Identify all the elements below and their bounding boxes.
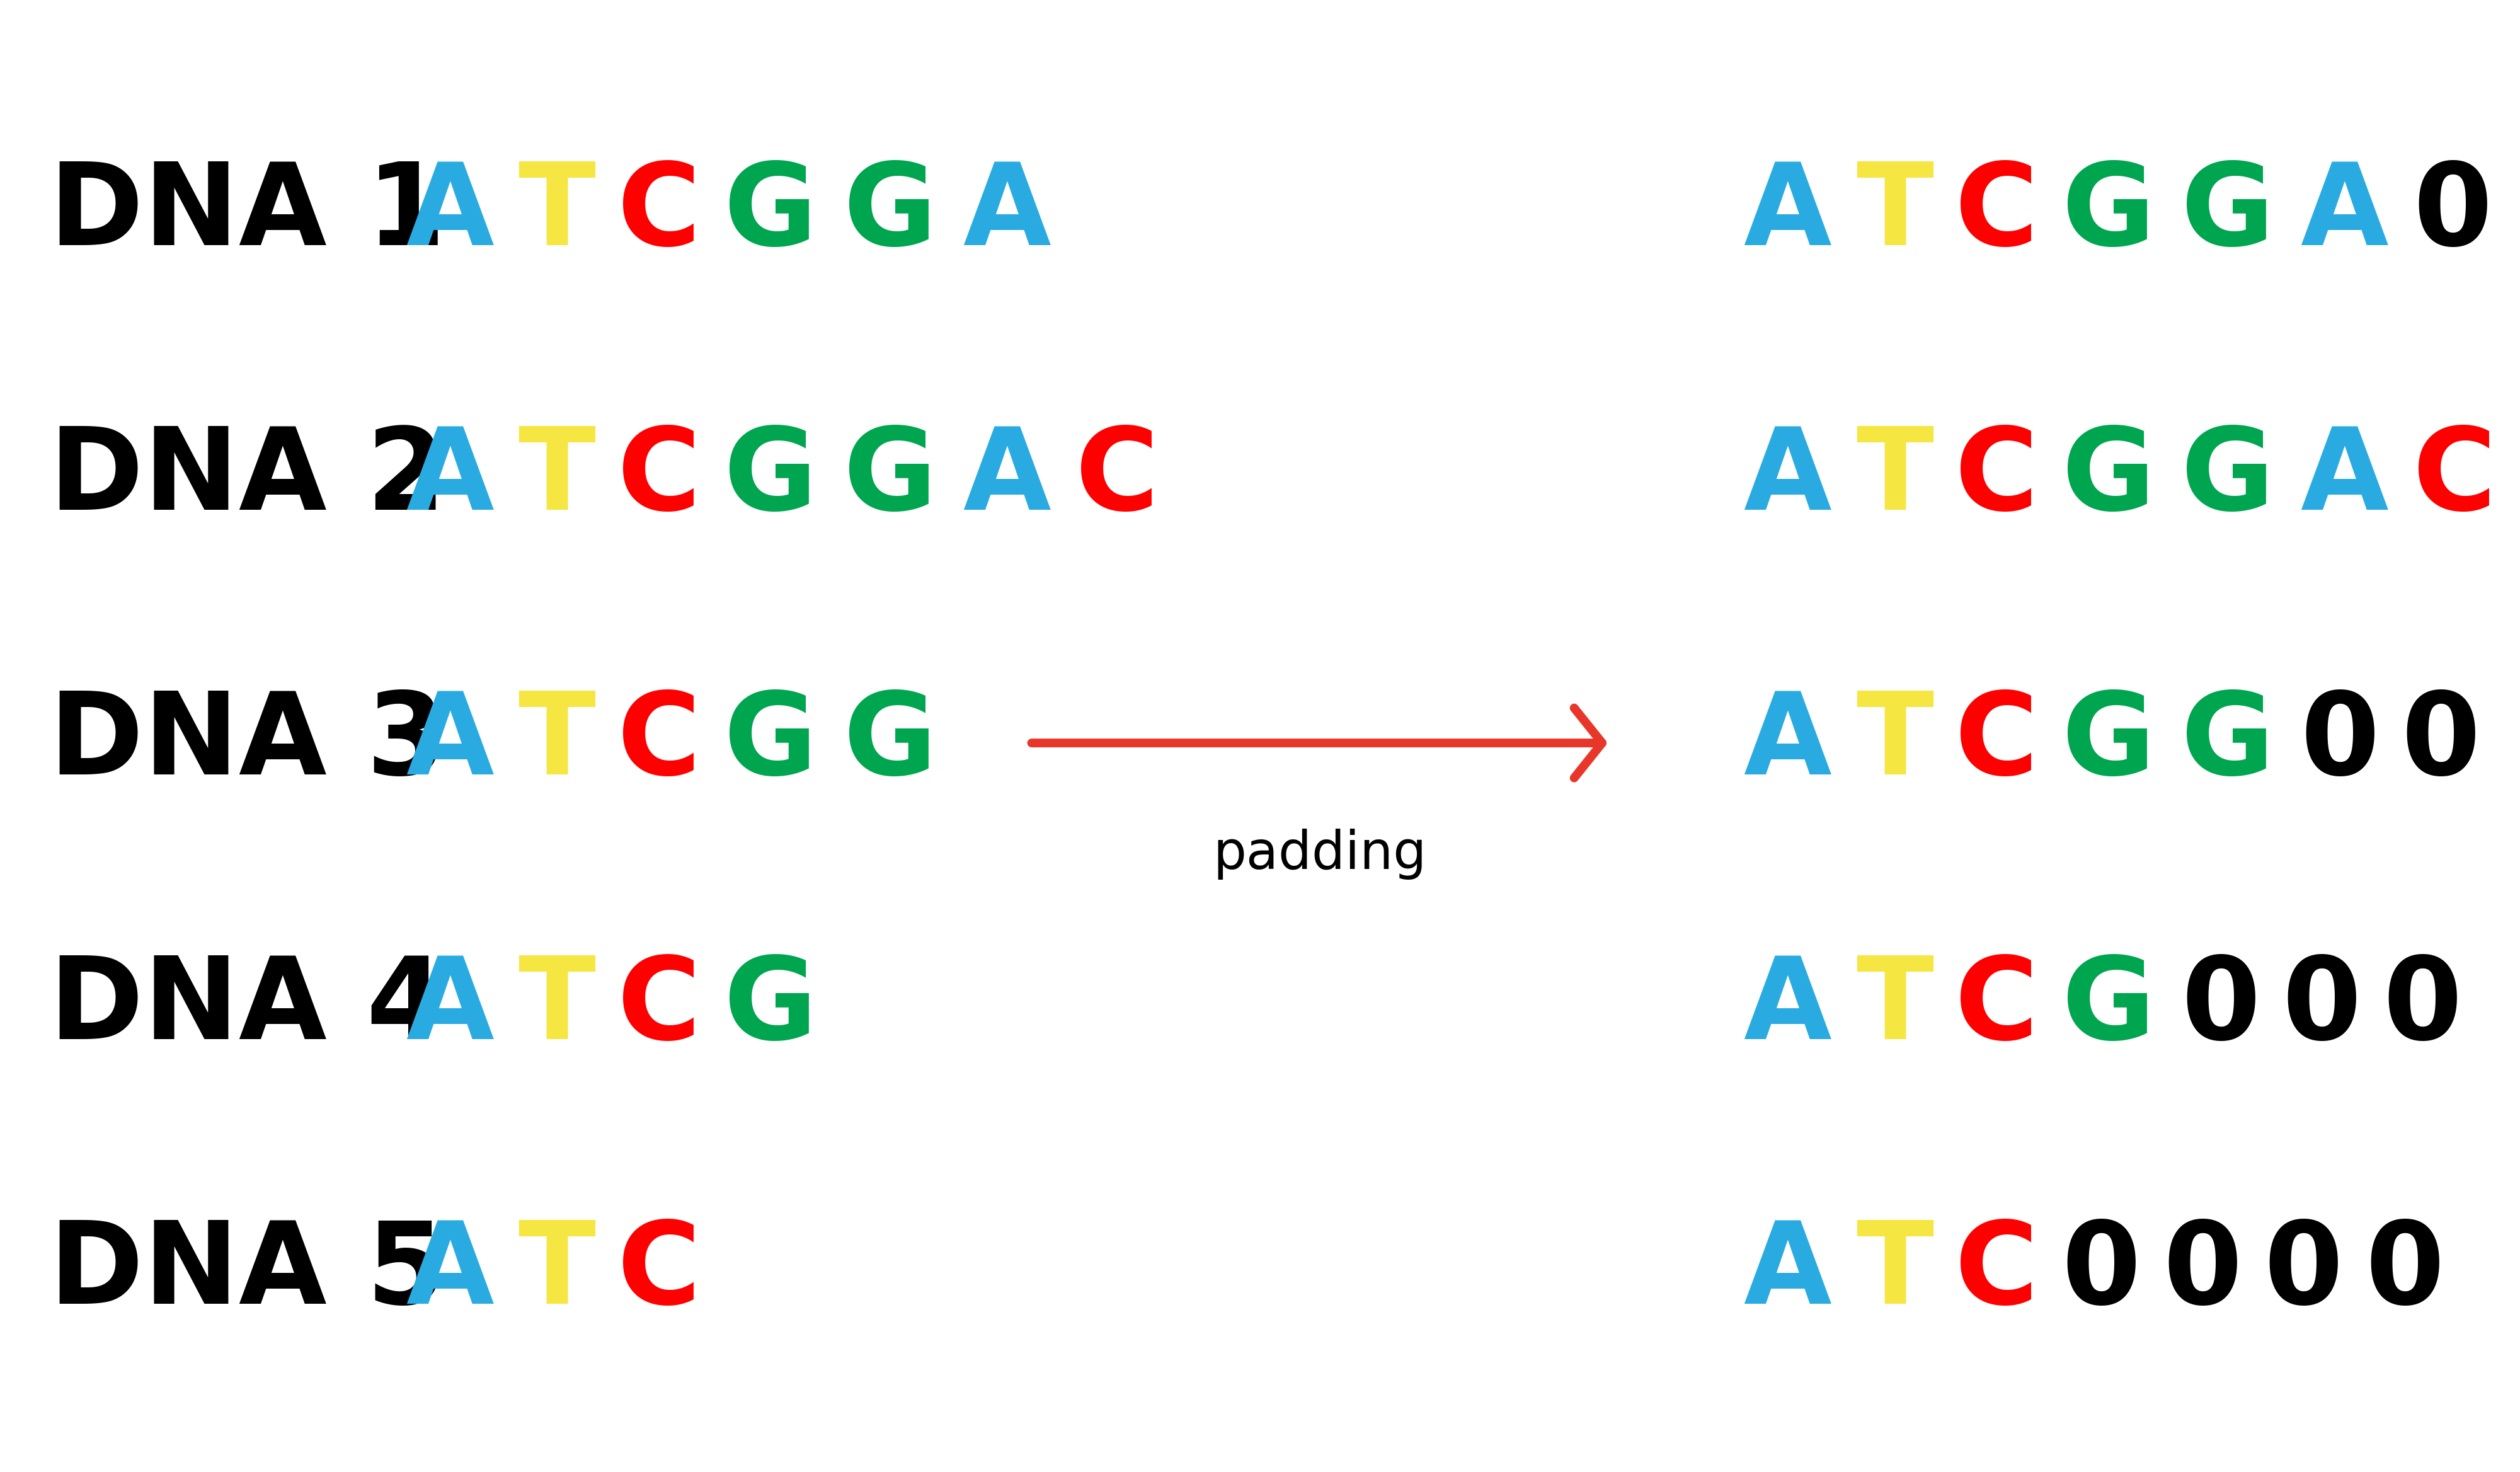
Text: G: G bbox=[2061, 422, 2155, 534]
Text: 0: 0 bbox=[2263, 1217, 2344, 1328]
Text: 0: 0 bbox=[2364, 1217, 2444, 1328]
Text: C: C bbox=[617, 952, 701, 1063]
Text: G: G bbox=[2180, 687, 2276, 798]
Text: G: G bbox=[723, 687, 816, 798]
Text: T: T bbox=[1855, 1217, 1933, 1328]
Text: C: C bbox=[1956, 158, 2039, 269]
Text: 0: 0 bbox=[2414, 158, 2492, 269]
Text: T: T bbox=[519, 952, 595, 1063]
Text: A: A bbox=[406, 952, 494, 1063]
Text: T: T bbox=[1855, 687, 1933, 798]
Text: C: C bbox=[1076, 422, 1159, 534]
Text: 0: 0 bbox=[2402, 687, 2480, 798]
Text: G: G bbox=[2061, 687, 2155, 798]
Text: G: G bbox=[844, 422, 937, 534]
Text: DNA 2: DNA 2 bbox=[48, 422, 446, 534]
Text: 0: 0 bbox=[2384, 952, 2462, 1063]
Text: A: A bbox=[1744, 1217, 1832, 1328]
Text: G: G bbox=[2180, 158, 2276, 269]
Text: G: G bbox=[2061, 158, 2155, 269]
Text: T: T bbox=[1855, 422, 1933, 534]
Text: T: T bbox=[519, 687, 595, 798]
Text: T: T bbox=[1855, 158, 1933, 269]
Text: A: A bbox=[963, 422, 1051, 534]
Text: A: A bbox=[406, 422, 494, 534]
Text: 0: 0 bbox=[2180, 952, 2260, 1063]
Text: C: C bbox=[617, 687, 701, 798]
Text: G: G bbox=[844, 158, 937, 269]
Text: G: G bbox=[723, 422, 816, 534]
Text: C: C bbox=[1956, 422, 2039, 534]
Text: C: C bbox=[2414, 422, 2497, 534]
Text: A: A bbox=[1744, 422, 1832, 534]
Text: C: C bbox=[1956, 1217, 2039, 1328]
Text: T: T bbox=[1855, 952, 1933, 1063]
Text: A: A bbox=[406, 687, 494, 798]
Text: C: C bbox=[617, 422, 701, 534]
Text: DNA 1: DNA 1 bbox=[48, 158, 446, 269]
Text: A: A bbox=[2301, 422, 2389, 534]
Text: DNA 4: DNA 4 bbox=[48, 952, 446, 1063]
Text: C: C bbox=[617, 158, 701, 269]
Text: G: G bbox=[2180, 422, 2276, 534]
Text: T: T bbox=[519, 1217, 595, 1328]
Text: A: A bbox=[1744, 952, 1832, 1063]
Text: A: A bbox=[406, 1217, 494, 1328]
Text: G: G bbox=[2061, 952, 2155, 1063]
Text: DNA 5: DNA 5 bbox=[48, 1217, 446, 1328]
Text: A: A bbox=[1744, 158, 1832, 269]
Text: G: G bbox=[844, 687, 937, 798]
Text: 0: 0 bbox=[2061, 1217, 2142, 1328]
Text: 0: 0 bbox=[2283, 952, 2361, 1063]
Text: T: T bbox=[519, 422, 595, 534]
Text: T: T bbox=[519, 158, 595, 269]
Text: 0: 0 bbox=[2162, 1217, 2243, 1328]
Text: C: C bbox=[617, 1217, 701, 1328]
Text: C: C bbox=[1956, 687, 2039, 798]
Text: padding: padding bbox=[1212, 829, 1426, 880]
Text: A: A bbox=[1744, 687, 1832, 798]
Text: 0: 0 bbox=[2301, 687, 2379, 798]
Text: A: A bbox=[406, 158, 494, 269]
Text: DNA 3: DNA 3 bbox=[48, 687, 446, 798]
Text: A: A bbox=[2301, 158, 2389, 269]
Text: G: G bbox=[723, 158, 816, 269]
Text: G: G bbox=[723, 952, 816, 1063]
Text: C: C bbox=[1956, 952, 2039, 1063]
Text: A: A bbox=[963, 158, 1051, 269]
